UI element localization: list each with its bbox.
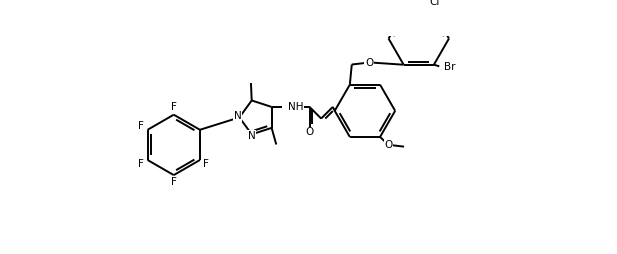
Text: F: F [171, 178, 176, 187]
Text: O: O [384, 140, 392, 150]
Text: Br: Br [444, 62, 455, 72]
Text: O: O [365, 58, 373, 68]
Text: F: F [138, 159, 144, 169]
Text: N: N [234, 111, 242, 121]
Text: F: F [171, 102, 176, 112]
Text: F: F [204, 159, 209, 169]
Text: N: N [248, 131, 255, 141]
Text: NH: NH [288, 102, 304, 112]
Text: F: F [138, 121, 144, 131]
Text: O: O [305, 128, 313, 137]
Text: Cl: Cl [429, 0, 440, 7]
